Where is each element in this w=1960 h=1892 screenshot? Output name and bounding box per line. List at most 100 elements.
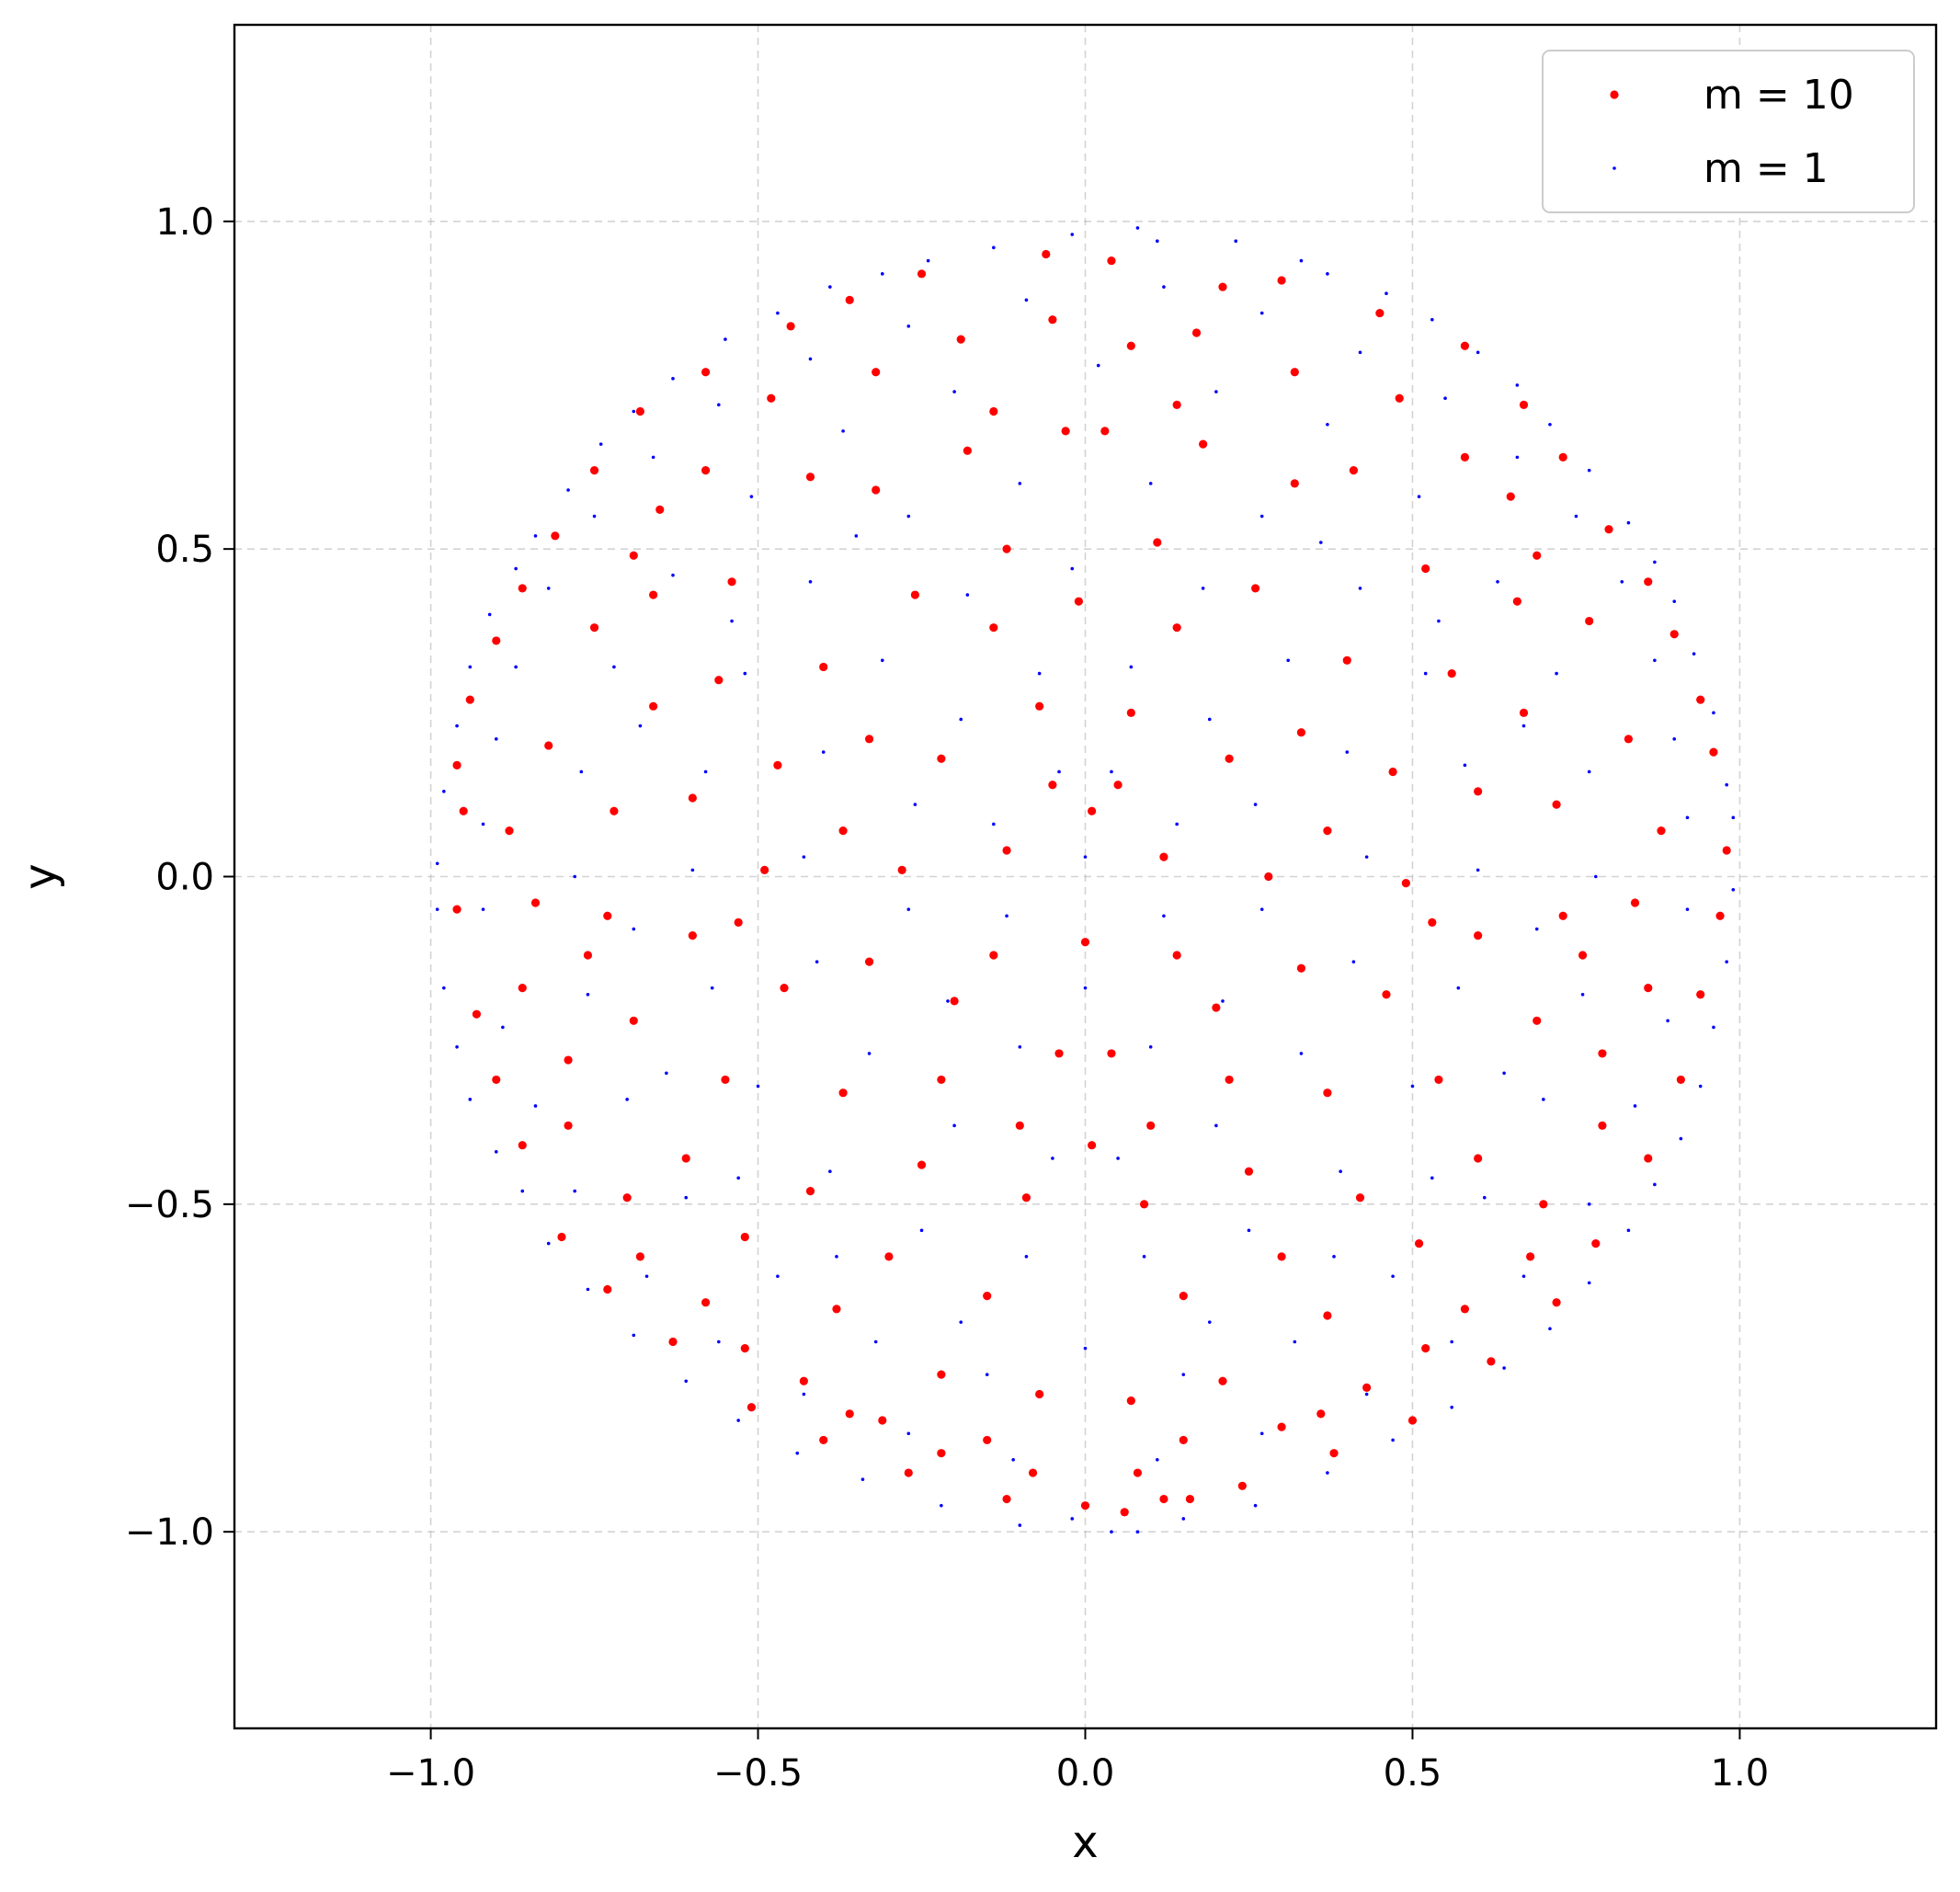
data-point [635, 1252, 644, 1261]
data-point [665, 1071, 668, 1076]
data-point [1162, 285, 1166, 289]
data-point [773, 760, 782, 769]
tick-layer: −1.0 −0.5 0.0 0.5 1.0 −1.0 −0.5 0.0 0.5 1.0 [125, 201, 1769, 1795]
data-point [926, 258, 930, 263]
data-point [1450, 1405, 1453, 1409]
data-point [1179, 1435, 1188, 1445]
data-point [1116, 1157, 1120, 1160]
data-point [1430, 1176, 1434, 1180]
data-point [638, 724, 643, 728]
data-point [468, 1098, 473, 1101]
data-point [492, 636, 501, 645]
data-point [629, 1016, 638, 1025]
data-point [1604, 525, 1613, 534]
data-point [1148, 1045, 1153, 1049]
data-point [1051, 1157, 1054, 1160]
grid [234, 25, 1936, 1728]
data-point [1100, 427, 1110, 436]
data-point [1120, 1508, 1129, 1517]
data-point [1126, 341, 1135, 350]
data-point [1237, 1481, 1247, 1490]
data-point [632, 927, 636, 931]
data-point [494, 1150, 498, 1154]
y-tick-label: −1.0 [125, 1511, 214, 1554]
data-point [1725, 960, 1728, 963]
data-point [1474, 1154, 1483, 1163]
data-point [946, 999, 950, 1003]
data-point [1587, 769, 1591, 774]
data-point [1148, 482, 1153, 485]
data-point [937, 1449, 946, 1458]
data-point [1388, 767, 1397, 777]
data-point [860, 1477, 865, 1481]
data-point [1685, 907, 1690, 911]
data-point [724, 337, 727, 341]
data-point [1139, 1200, 1149, 1209]
data-point [1644, 577, 1653, 587]
data-point [1212, 1003, 1221, 1012]
data-point [589, 466, 599, 475]
data-point [1159, 1494, 1168, 1504]
data-point [1430, 317, 1434, 322]
data-point [1142, 1255, 1146, 1259]
data-point [1110, 1530, 1113, 1533]
data-point [1234, 239, 1238, 243]
data-point [1364, 855, 1369, 859]
data-point [1028, 1468, 1038, 1477]
x-tick-label: 1.0 [1711, 1752, 1770, 1795]
data-point [1225, 754, 1234, 763]
data-point [546, 1241, 551, 1246]
data-point [937, 754, 946, 763]
data-point [1244, 1167, 1254, 1176]
data-point [1496, 579, 1499, 584]
data-point [1057, 769, 1061, 774]
data-point [786, 322, 795, 331]
data-point [1018, 1045, 1022, 1049]
legend: m = 10 m = 1 [1542, 50, 1915, 213]
data-point [1070, 1517, 1075, 1521]
data-point [1587, 468, 1591, 473]
data-point [1362, 1383, 1372, 1392]
data-point [952, 390, 956, 393]
data-point [1578, 951, 1588, 960]
data-point [452, 760, 462, 769]
data-point [1515, 383, 1520, 387]
data-point [1126, 708, 1135, 717]
data-point [1002, 1494, 1011, 1504]
data-point [1515, 455, 1520, 460]
data-point [1712, 711, 1715, 715]
data-point [1698, 1084, 1703, 1088]
data-point [649, 590, 658, 599]
data-point [625, 1098, 629, 1101]
data-point [734, 918, 743, 927]
data-point [1083, 986, 1088, 990]
data-point [808, 357, 813, 361]
data-point [1463, 763, 1467, 768]
data-point [1519, 400, 1529, 409]
data-point [1548, 422, 1552, 427]
data-point [632, 409, 636, 414]
data-point [1110, 769, 1113, 774]
legend-marker-m10 [1610, 90, 1619, 99]
data-point [544, 741, 553, 750]
data-point [1709, 747, 1718, 757]
data-point [983, 1292, 992, 1301]
data-point [906, 1431, 911, 1436]
data-point [1048, 315, 1057, 325]
data-point [586, 1287, 590, 1292]
data-point [760, 865, 769, 874]
data-point [1534, 927, 1539, 931]
data-point [1482, 1195, 1487, 1200]
data-point [1669, 630, 1679, 639]
data-point [671, 377, 675, 381]
data-point [1002, 544, 1011, 553]
data-point [937, 1075, 946, 1085]
data-point [838, 826, 848, 836]
data-point [963, 446, 972, 455]
data-point [878, 1416, 887, 1425]
data-point [442, 790, 446, 793]
data-point [1395, 393, 1404, 403]
data-point [940, 1503, 943, 1508]
data-point [1342, 655, 1351, 665]
data-point [655, 505, 665, 514]
